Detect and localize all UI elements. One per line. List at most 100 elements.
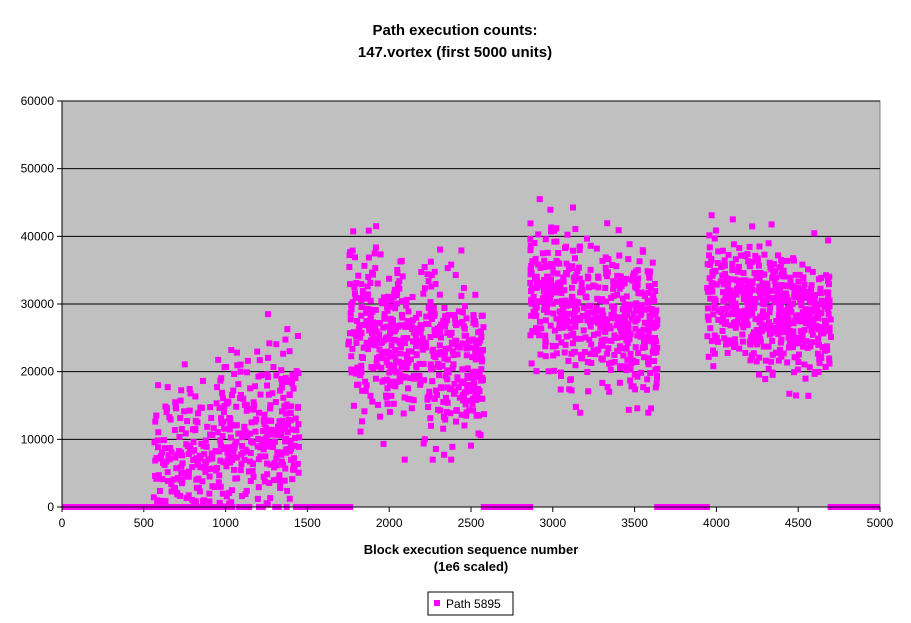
data-point [640, 248, 647, 255]
data-point [458, 411, 465, 418]
data-point [825, 296, 832, 303]
data-point [528, 285, 535, 292]
data-point [536, 318, 543, 325]
data-point [469, 386, 476, 393]
data-point [269, 431, 276, 438]
data-point [579, 312, 586, 319]
data-point [757, 269, 764, 276]
data-point [230, 466, 237, 473]
data-point [406, 322, 413, 329]
data-point [441, 349, 448, 356]
data-point [558, 289, 565, 296]
data-point [405, 308, 412, 315]
data-point [219, 490, 226, 497]
data-point [632, 305, 639, 312]
data-point [544, 309, 551, 316]
data-point [405, 359, 412, 366]
data-point [824, 343, 831, 350]
data-point [469, 336, 476, 343]
data-point [218, 375, 225, 382]
data-point [427, 415, 434, 422]
data-point [179, 478, 186, 485]
data-point [721, 279, 728, 286]
data-point [416, 360, 423, 367]
data-point [262, 440, 269, 447]
data-point [746, 295, 753, 302]
data-point [824, 302, 831, 309]
data-point [826, 355, 833, 362]
data-point [239, 443, 246, 450]
data-point [254, 495, 261, 502]
data-point [453, 322, 460, 329]
data-point [641, 338, 648, 345]
data-point [478, 312, 485, 319]
data-point [732, 324, 739, 331]
data-point [569, 247, 576, 254]
data-point [769, 351, 776, 358]
data-point [805, 392, 812, 399]
data-point [231, 454, 238, 461]
data-point [827, 316, 834, 323]
data-point [725, 279, 732, 286]
data-point [713, 281, 720, 288]
data-point [704, 261, 711, 268]
data-point [557, 284, 564, 291]
data-point [527, 236, 534, 243]
data-point [590, 347, 597, 354]
data-point [736, 345, 743, 352]
data-point [771, 278, 778, 285]
data-point [155, 444, 162, 451]
data-point [371, 250, 378, 257]
data-point [543, 298, 550, 305]
data-point [455, 308, 462, 315]
data-point [472, 321, 479, 328]
data-point [154, 437, 161, 444]
data-point [233, 349, 240, 356]
data-point [388, 392, 395, 399]
data-point [704, 285, 711, 292]
data-point [413, 374, 420, 381]
data-point [286, 437, 293, 444]
data-point [429, 364, 436, 371]
data-point [260, 473, 267, 480]
data-point [171, 485, 178, 492]
data-point [187, 390, 194, 397]
data-point [384, 307, 391, 314]
data-point [559, 313, 566, 320]
data-point [797, 292, 804, 299]
data-point [558, 339, 565, 346]
data-point [287, 410, 294, 417]
data-point [418, 269, 425, 276]
data-point [742, 349, 749, 356]
data-point [757, 338, 764, 345]
data-point [174, 451, 181, 458]
data-point [348, 353, 355, 360]
data-point [616, 343, 623, 350]
data-point [238, 460, 245, 467]
data-point [645, 305, 652, 312]
data-point [388, 297, 395, 304]
data-point [756, 283, 763, 290]
data-point [280, 461, 287, 468]
data-point [711, 304, 718, 311]
data-point [623, 275, 630, 282]
data-point [348, 306, 355, 313]
data-point [583, 294, 590, 301]
data-point [591, 351, 598, 358]
data-point [704, 313, 711, 320]
data-point [814, 310, 821, 317]
data-point [213, 467, 220, 474]
data-point [759, 299, 766, 306]
data-point [738, 283, 745, 290]
data-point [634, 281, 641, 288]
data-point [711, 235, 718, 242]
data-point [722, 270, 729, 277]
data-point [190, 456, 197, 463]
data-point [653, 373, 660, 380]
data-point [572, 226, 579, 233]
data-point [715, 248, 722, 255]
data-point [440, 317, 447, 324]
data-point [289, 426, 296, 433]
data-point [172, 399, 179, 406]
data-point [197, 404, 204, 411]
